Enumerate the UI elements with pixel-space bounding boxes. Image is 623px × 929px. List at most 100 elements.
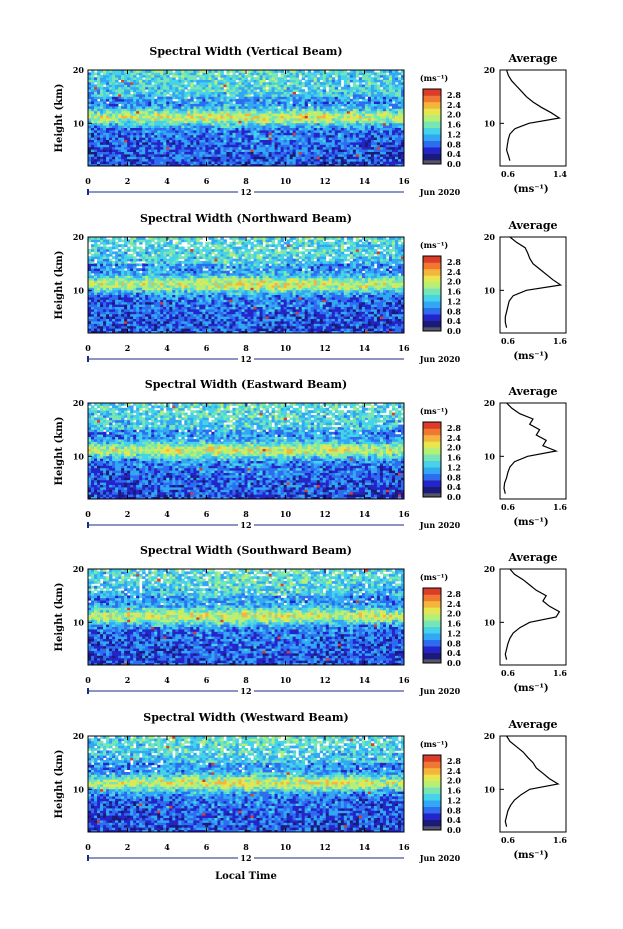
heatmap-cell <box>335 137 338 140</box>
heatmap-cell <box>314 111 317 114</box>
heatmap-cell <box>214 132 217 135</box>
heatmap-cell <box>293 156 296 159</box>
heatmap-cell <box>260 326 263 329</box>
heatmap-cell <box>365 118 368 121</box>
heatmap-cell <box>338 104 341 107</box>
heatmap-cell <box>94 130 97 133</box>
heatmap-cell <box>386 316 389 319</box>
heatmap-cell <box>293 104 296 107</box>
heatmap-cell <box>196 111 199 114</box>
heatmap-cell <box>142 116 145 119</box>
heatmap-cell <box>299 144 302 147</box>
heatmap-cell <box>320 142 323 145</box>
heatmap-cell <box>287 314 290 317</box>
heatmap-cell <box>202 128 205 131</box>
heatmap-cell <box>154 135 157 138</box>
heatmap-cell <box>398 142 401 145</box>
heatmap-cell <box>172 77 175 80</box>
heatmap-cell <box>202 80 205 83</box>
heatmap-cell <box>181 101 184 104</box>
heatmap-cell <box>326 111 329 114</box>
heatmap-cell <box>112 156 115 159</box>
heatmap-cell <box>133 314 136 317</box>
heatmap-cell <box>299 80 302 83</box>
heatmap-cell <box>181 159 184 162</box>
heatmap-cell <box>389 147 392 150</box>
heatmap-cell <box>223 144 226 147</box>
heatmap-cell <box>235 113 238 116</box>
heatmap-cell <box>368 72 371 75</box>
heatmap-cell <box>338 96 341 99</box>
heatmap-cell <box>91 142 94 145</box>
heatmap-cell <box>106 80 109 83</box>
heatmap-cell <box>314 106 317 109</box>
heatmap-cell <box>187 128 190 131</box>
heatmap-cell <box>109 80 112 83</box>
heatmap-cell <box>241 140 244 143</box>
heatmap-cell <box>232 118 235 121</box>
heatmap-cell <box>344 161 347 164</box>
heatmap-cell <box>392 106 395 109</box>
heatmap-cell <box>163 314 166 317</box>
heatmap-cell <box>241 87 244 90</box>
heatmap-cell <box>374 125 377 128</box>
heatmap-cell <box>178 149 181 152</box>
heatmap-cell <box>275 92 278 95</box>
heatmap-cell <box>214 106 217 109</box>
heatmap-cell <box>202 137 205 140</box>
heatmap-cell <box>362 108 365 111</box>
heatmap-cell <box>163 130 166 133</box>
heatmap-cell <box>359 159 362 162</box>
heatmap-cell <box>317 113 320 116</box>
heatmap-cell <box>217 75 220 78</box>
heatmap-cell <box>211 123 214 126</box>
heatmap-cell <box>142 89 145 92</box>
heatmap-cell <box>335 130 338 133</box>
heatmap-cell <box>238 149 241 152</box>
heatmap-cell <box>338 149 341 152</box>
heatmap-cell <box>115 94 118 97</box>
heatmap-cell <box>100 128 103 131</box>
heatmap-cell <box>220 137 223 140</box>
heatmap-cell <box>115 326 118 329</box>
heatmap-cell <box>290 149 293 152</box>
heatmap-cell <box>320 140 323 143</box>
heatmap-cell <box>241 159 244 162</box>
heatmap-cell <box>106 113 109 116</box>
heatmap-cell <box>211 106 214 109</box>
heatmap-cell <box>317 147 320 150</box>
heatmap-cell <box>245 125 248 128</box>
heatmap-cell <box>263 123 266 126</box>
heatmap-cell <box>320 323 323 326</box>
heatmap-cell <box>296 326 299 329</box>
heatmap-cell <box>350 106 353 109</box>
heatmap-cell <box>148 92 151 95</box>
heatmap-cell <box>202 82 205 85</box>
heatmap-cell <box>220 84 223 87</box>
heatmap-cell <box>124 118 127 121</box>
heatmap-cell <box>350 147 353 150</box>
heatmap-cell <box>100 120 103 123</box>
heatmap-cell <box>139 152 142 155</box>
heatmap-cell <box>193 135 196 138</box>
heatmap-cell <box>151 104 154 107</box>
heatmap-cell <box>299 106 302 109</box>
heatmap-cell <box>88 147 91 150</box>
heatmap-cell <box>323 84 326 87</box>
heatmap-cell <box>154 147 157 150</box>
heatmap-cell <box>187 314 190 317</box>
heatmap-cell <box>187 147 190 150</box>
heatmap-cell <box>320 75 323 78</box>
heatmap-cell <box>169 328 172 331</box>
heatmap-cell <box>151 319 154 322</box>
heatmap-cell <box>395 89 398 92</box>
heatmap-cell <box>124 159 127 162</box>
heatmap-cell <box>115 120 118 123</box>
heatmap-cell <box>290 161 293 164</box>
heatmap-cell <box>299 120 302 123</box>
heatmap-cell <box>359 154 362 157</box>
heatmap-cell <box>284 319 287 322</box>
heatmap-cell <box>235 132 238 135</box>
heatmap-cell <box>184 130 187 133</box>
heatmap-cell <box>211 87 214 90</box>
